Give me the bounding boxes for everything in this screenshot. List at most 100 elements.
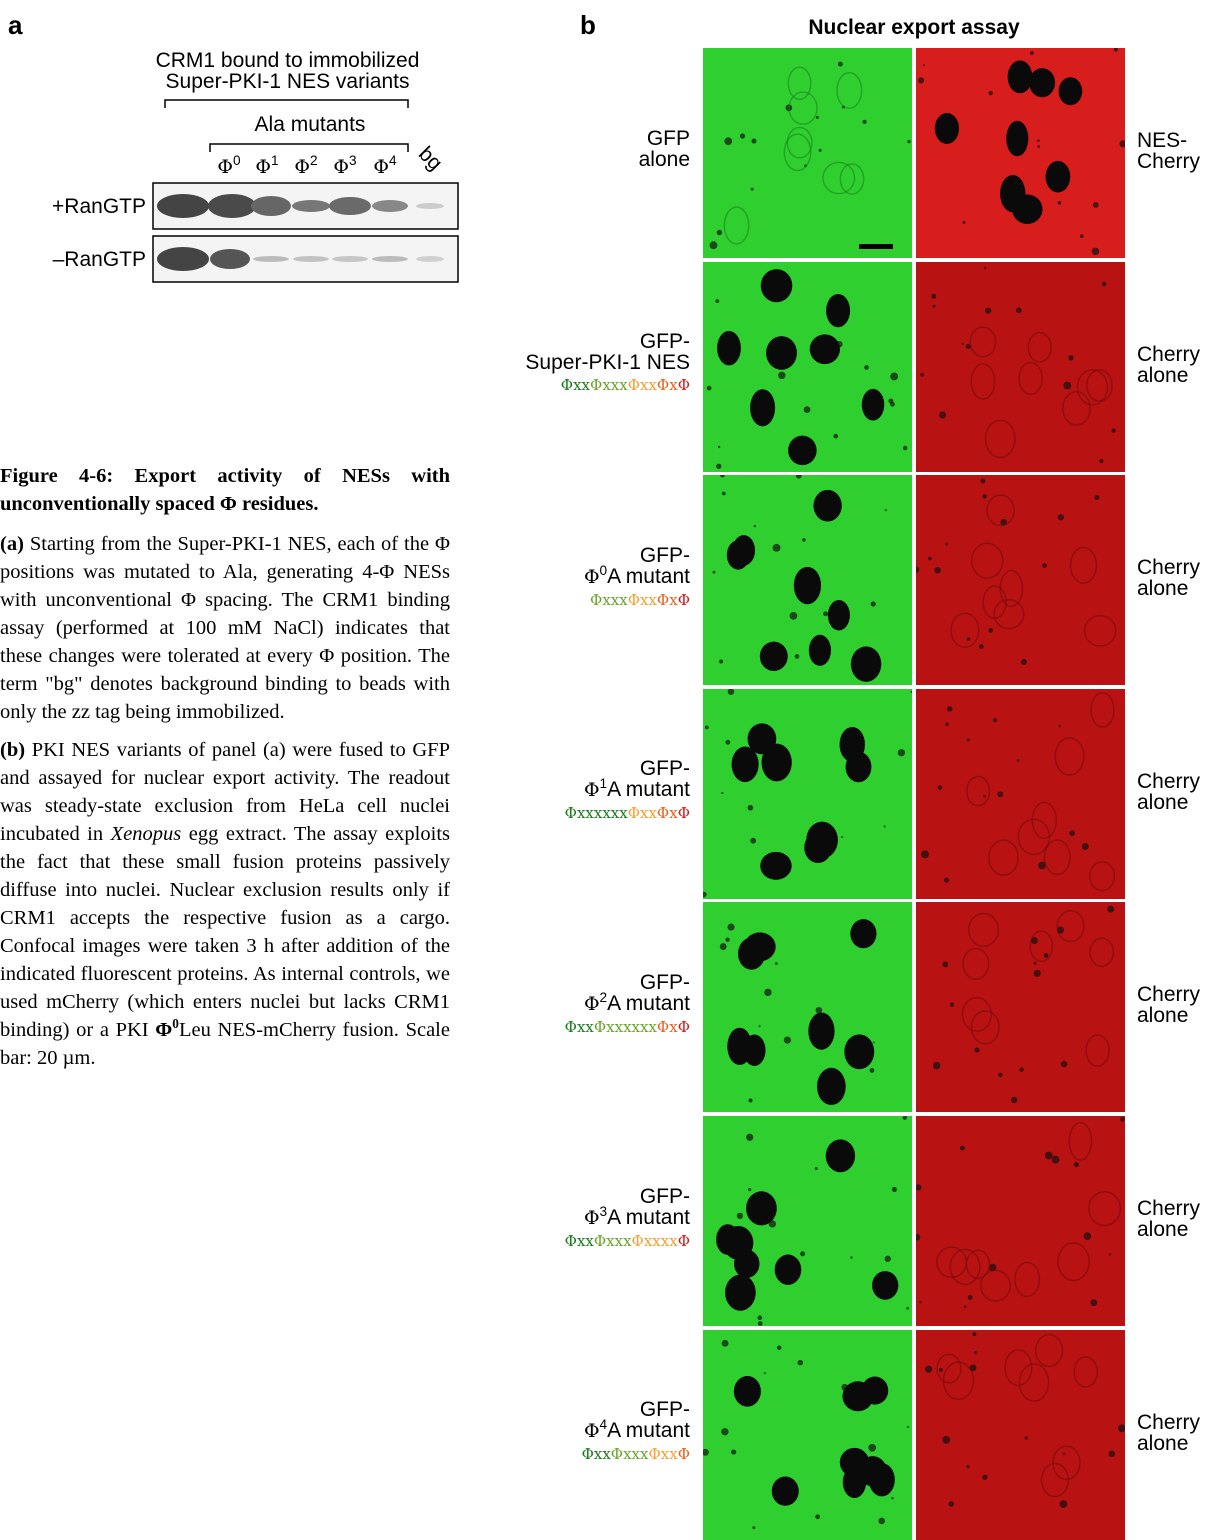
para-label: (b) [0, 739, 25, 761]
motif-segment: Φx [657, 1018, 678, 1036]
motif-segment: Φx [657, 591, 678, 609]
label-line: Cherry [1137, 984, 1200, 1005]
label-text: A mutant [607, 1419, 690, 1442]
micrograph [916, 48, 1125, 258]
para-text: egg extract. The assay exploits the fact… [0, 823, 450, 1041]
motif-segment: Φxx [565, 1018, 594, 1036]
label-text: A mutant [607, 778, 690, 801]
micrograph [916, 902, 1125, 1112]
superscript: 2 [600, 990, 608, 1005]
caption: Figure 4-6: Export activity of NESs with… [0, 462, 450, 1082]
motif-segment: Φxx [628, 591, 657, 609]
motif-segment: Φxxxxxx [565, 804, 628, 822]
label-line: GFP- [565, 1186, 690, 1207]
para-text: Starting from the Super-PKI-1 NES, each … [0, 533, 450, 723]
label-line: alone [1137, 792, 1200, 813]
label-line: Cherry [1137, 1198, 1200, 1219]
label-text: A mutant [607, 992, 690, 1015]
superscript: 3 [600, 1204, 608, 1219]
motif-segment: Φxxx [611, 1445, 649, 1463]
phi: Φ [217, 156, 233, 178]
phi: Φ [333, 156, 349, 178]
motif-segment: Φxxx [590, 376, 628, 394]
label-line: Cherry [1137, 771, 1200, 792]
superscript: 0 [600, 563, 608, 578]
superscript: 4 [389, 153, 397, 168]
scale-bar [859, 244, 893, 249]
micrograph [703, 1330, 912, 1540]
motif-segment: Φ [678, 591, 690, 609]
superscript: 4 [600, 1417, 608, 1432]
motif-segment: Φ [678, 376, 690, 394]
bands [157, 194, 444, 271]
caption-paragraph: (a) Starting from the Super-PKI-1 NES, e… [0, 530, 450, 726]
motif-segment: Φxx [561, 376, 590, 394]
row-label-right: Cherryalone [1137, 1198, 1200, 1240]
row-label: +RanGTP [0, 196, 146, 217]
motif: ΦxxΦxxxΦxxΦxΦ [525, 373, 690, 397]
motif-segment: Φ [678, 804, 690, 822]
caption-title: Figure 4-6: Export activity of NESs with… [0, 462, 450, 518]
label-line: alone [1137, 1433, 1200, 1454]
row-label-right: Cherryalone [1137, 344, 1200, 386]
label-line: alone [1137, 1005, 1200, 1026]
micrograph [703, 902, 912, 1112]
superscript: 1 [600, 776, 608, 791]
panel-title: Nuclear export assay [703, 16, 1125, 40]
panel-label: b [580, 10, 596, 41]
label-line: Cherry [1137, 557, 1200, 578]
micrograph [916, 475, 1125, 685]
motif: ΦxxxΦxxΦxΦ [584, 588, 690, 612]
label-line: Φ0A mutant [584, 566, 690, 588]
micrograph [916, 1116, 1125, 1326]
label-line: NES- [1137, 130, 1200, 151]
motif: ΦxxxxxxΦxxΦxΦ [565, 801, 690, 825]
motif-segment: Φxx [582, 1445, 611, 1463]
micrograph [703, 475, 912, 685]
subheader: Ala mutants [210, 114, 410, 135]
motif-segment: Φ [678, 1232, 690, 1250]
motif-segment: Φx [657, 804, 678, 822]
motif-segment: Φx [657, 376, 678, 394]
motif-segment: Φxx [628, 804, 657, 822]
motif-segment: Φ [678, 1018, 690, 1036]
phi: Φ [584, 566, 600, 588]
phi: Φ [584, 993, 600, 1015]
label-line: alone [639, 149, 690, 170]
motif-segment: Φxx [565, 1232, 594, 1250]
motif-segment: Φxx [628, 376, 657, 394]
label-line: Φ3A mutant [565, 1207, 690, 1229]
label-text: A mutant [607, 565, 690, 588]
motif-segment: Φxxxxxx [594, 1018, 657, 1036]
bracket [210, 144, 408, 152]
motif: ΦxxΦxxxΦxxxxΦ [565, 1229, 690, 1253]
motif: ΦxxΦxxxxxxΦxΦ [565, 1015, 690, 1039]
label-line: GFP- [565, 972, 690, 993]
micrograph [703, 262, 912, 472]
label-line: GFP- [565, 758, 690, 779]
label-line: alone [1137, 578, 1200, 599]
label-line: Φ1A mutant [565, 779, 690, 801]
row-label-right: NES-Cherry [1137, 130, 1200, 172]
phi: Φ [584, 1420, 600, 1442]
phi: Φ [255, 156, 271, 178]
phi: Φ [584, 779, 600, 801]
label-line: GFP- [525, 331, 690, 352]
micrograph [703, 689, 912, 899]
lane-label: Φ4 [355, 156, 415, 178]
motif-segment: Φxxx [594, 1232, 632, 1250]
micrograph [703, 1116, 912, 1326]
motif-segment: Φ [678, 1445, 690, 1463]
row-label: –RanGTP [0, 249, 146, 270]
motif: ΦxxΦxxxΦxxΦ [582, 1442, 690, 1466]
